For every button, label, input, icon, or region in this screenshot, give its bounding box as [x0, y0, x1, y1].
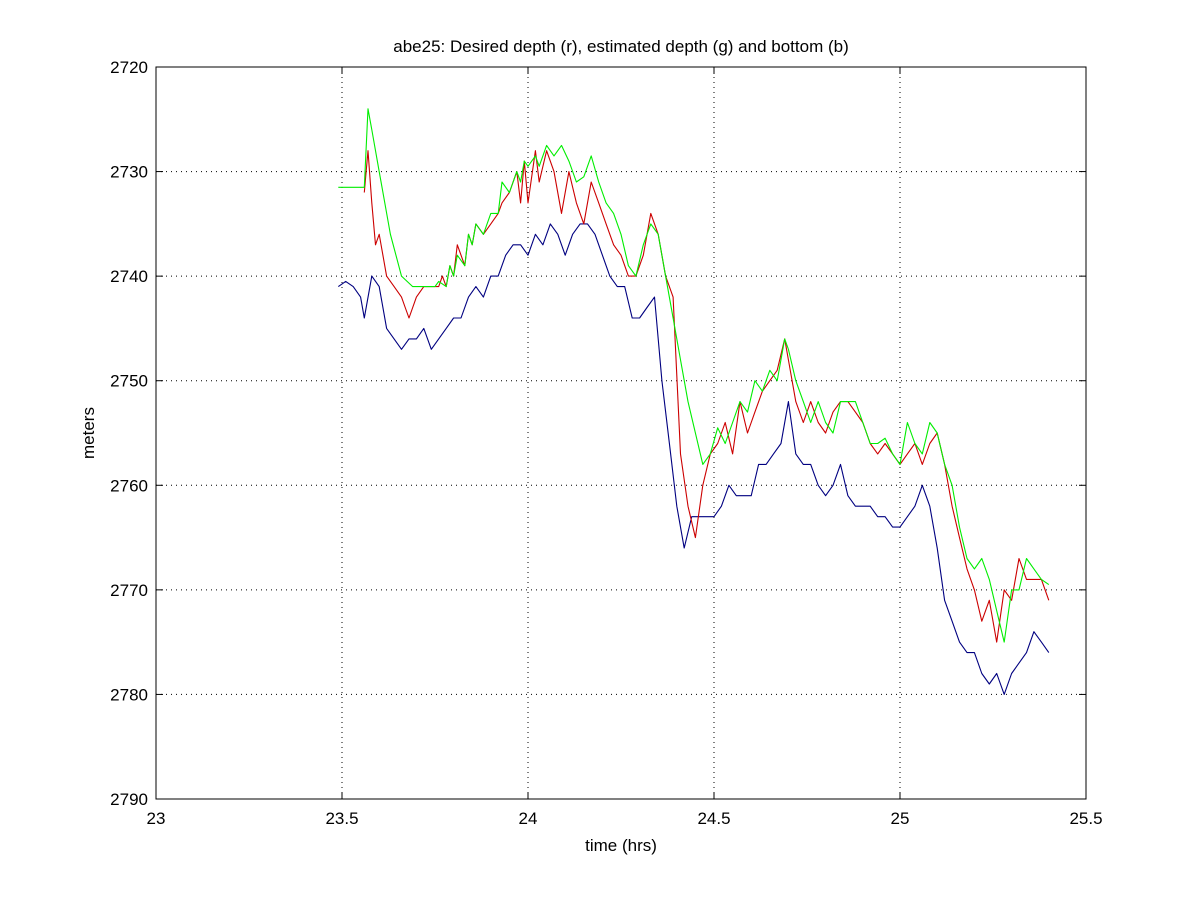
grid [156, 67, 1086, 799]
bottom-line [337, 223, 1050, 695]
chart-title: abe25: Desired depth (r), estimated dept… [393, 37, 848, 56]
x-tick-label: 25 [891, 809, 910, 828]
y-tick-label: 2750 [110, 372, 148, 391]
x-tick-label: 23 [147, 809, 166, 828]
plot-area-frame [155, 66, 1087, 800]
estimated-depth-line [338, 108, 1050, 643]
y-axis-label: meters [79, 407, 98, 459]
y-tick-label: 2760 [110, 476, 148, 495]
desired-depth-line [363, 150, 1050, 643]
x-tick-label: 24.5 [697, 809, 730, 828]
y-tick-label: 2790 [110, 790, 148, 809]
y-tick-label: 2770 [110, 581, 148, 600]
y-tick-label: 2780 [110, 685, 148, 704]
tick-labels: 23 23.5 24 24.5 25 25.5 2720 2730 2740 2750 2760 27… [110, 58, 1102, 828]
y-tick-label: 2740 [110, 267, 148, 286]
x-tick-label: 23.5 [325, 809, 358, 828]
y-tick-label: 2730 [110, 163, 148, 182]
x-axis-label: time (hrs) [585, 836, 657, 855]
ticks [155, 66, 1087, 800]
x-tick-label: 24 [519, 809, 538, 828]
x-tick-label: 25.5 [1069, 809, 1102, 828]
y-tick-label: 2720 [110, 58, 148, 77]
series-lines [337, 108, 1050, 695]
